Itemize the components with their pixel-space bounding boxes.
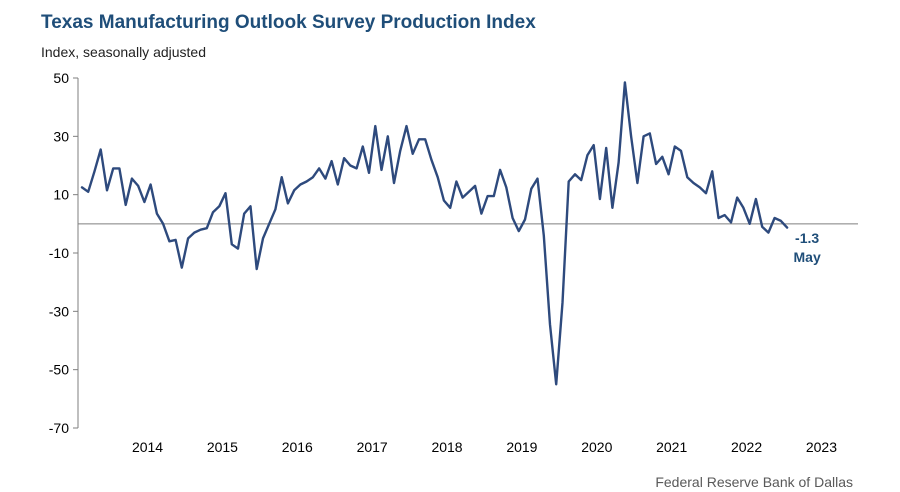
x-tick-label: 2015: [207, 439, 238, 455]
y-axis: 50 30 10 -10 -30 -50 -70: [49, 70, 79, 436]
y-tick-label: -30: [49, 303, 69, 319]
y-tick-label: -10: [49, 245, 69, 261]
annotation: -1.3 May: [794, 230, 821, 265]
x-tick-label: 2018: [431, 439, 462, 455]
chart-subtitle: Index, seasonally adjusted: [41, 44, 206, 60]
y-tick-label: 10: [53, 187, 69, 203]
x-tick-label: 2021: [656, 439, 687, 455]
chart-title: Texas Manufacturing Outlook Survey Produ…: [41, 12, 536, 33]
y-tick-label: 50: [53, 70, 69, 86]
y-tick-label: -70: [49, 420, 69, 436]
annotation-label: May: [794, 249, 821, 265]
y-tick-label: -50: [49, 362, 69, 378]
x-tick-label: 2022: [731, 439, 762, 455]
x-tick-label: 2020: [581, 439, 612, 455]
source-note: Federal Reserve Bank of Dallas: [655, 474, 853, 490]
x-tick-label: 2017: [357, 439, 388, 455]
x-tick-label: 2016: [282, 439, 313, 455]
x-tick-label: 2014: [132, 439, 163, 455]
annotation-value: -1.3: [795, 230, 819, 246]
x-tick-label: 2023: [806, 439, 837, 455]
x-tick-label: 2019: [506, 439, 537, 455]
series-line: [80, 81, 789, 386]
y-tick-label: 30: [53, 128, 69, 144]
x-axis: 2014 2015 2016 2017 2018 2019 2020 2021 2022 2023: [78, 223, 858, 455]
plot-area: [80, 81, 789, 386]
